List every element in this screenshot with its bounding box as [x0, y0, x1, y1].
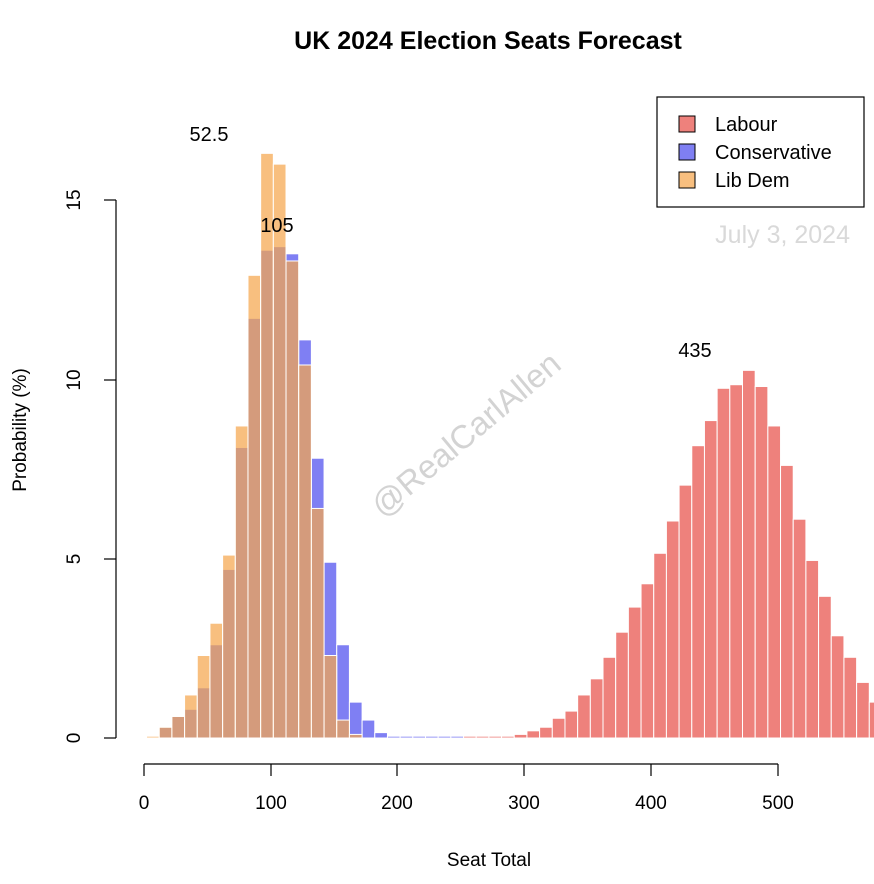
- labour-bar: [602, 656, 617, 739]
- series-labour-bars: [463, 369, 874, 739]
- labour-bar: [577, 694, 591, 739]
- libdem-bar: [260, 152, 274, 739]
- conservative-bar: [399, 735, 414, 739]
- libdem-bar: [336, 719, 350, 739]
- legend-label-labour: Labour: [715, 114, 778, 136]
- labour-bar: [589, 678, 604, 739]
- labour-bar: [627, 606, 642, 739]
- labour-bar: [678, 484, 693, 739]
- libdem-bar: [348, 733, 363, 739]
- legend-swatch-labour: [678, 115, 696, 133]
- legend-swatch-conservative: [678, 143, 696, 161]
- conservative-bar: [412, 735, 427, 739]
- x-tick-label: 300: [508, 793, 540, 814]
- conservative-bar: [425, 735, 439, 739]
- labour-bar: [665, 520, 680, 739]
- labour-bar: [830, 635, 845, 739]
- conservative-peak-label: 105: [260, 215, 293, 237]
- labour-bar: [754, 386, 769, 739]
- labour-bar: [526, 730, 541, 739]
- x-axis-label: Seat Total: [447, 850, 531, 871]
- labour-bar: [868, 701, 874, 739]
- y-tick-label: 10: [64, 369, 85, 390]
- labour-bar: [818, 595, 832, 739]
- libdem-bar: [171, 715, 186, 739]
- labour-bar: [488, 735, 503, 739]
- y-axis-label: Probability (%): [10, 368, 31, 492]
- labour-bar: [564, 710, 579, 739]
- y-tick-label: 15: [64, 189, 85, 210]
- libdem-bar: [310, 507, 325, 739]
- conservative-bar: [348, 701, 363, 739]
- date-annotation: July 3, 2024: [715, 221, 850, 249]
- labour-bar: [475, 735, 490, 739]
- legend-label-conservative: Conservative: [715, 142, 832, 164]
- conservative-bar: [437, 735, 452, 739]
- x-tick-label: 200: [381, 793, 413, 814]
- legend-swatch-libdem: [678, 171, 696, 189]
- labour-bar: [653, 552, 667, 739]
- plot-area: [146, 152, 874, 739]
- conservative-bar: [386, 735, 401, 739]
- libdem-bar: [146, 735, 160, 739]
- watermark-text: @RealCarlAllen: [364, 344, 568, 524]
- conservative-bar: [374, 732, 388, 739]
- labour-peak-label: 435: [678, 340, 711, 362]
- labour-bar: [501, 735, 515, 739]
- x-tick-label: 500: [762, 793, 794, 814]
- y-tick-label: 5: [64, 554, 85, 565]
- labour-bar: [640, 583, 655, 739]
- labour-bar: [792, 518, 807, 739]
- labour-bar: [805, 559, 820, 739]
- labour-bar: [716, 387, 731, 739]
- libdem-bar: [158, 726, 173, 739]
- conservative-bar: [361, 719, 376, 739]
- libdem-bar: [234, 425, 249, 739]
- x-axis: 0 100 200 300 400 500 Seat Total: [139, 763, 794, 871]
- libdem-bar: [209, 622, 224, 739]
- labour-bar: [513, 733, 528, 739]
- labour-bar: [703, 420, 718, 739]
- legend: Labour Conservative Lib Dem: [656, 96, 865, 208]
- y-tick-label: 0: [64, 733, 85, 744]
- x-tick-label: 100: [255, 793, 287, 814]
- libdem-bar: [298, 364, 312, 739]
- labour-bar: [742, 369, 756, 739]
- labour-bar: [843, 656, 858, 739]
- labour-bar: [767, 425, 782, 739]
- y-axis: 0 5 10 15 Probability (%): [10, 189, 117, 744]
- x-tick-label: 400: [635, 793, 667, 814]
- libdem-bar: [285, 260, 300, 739]
- x-tick-label: 0: [139, 793, 150, 814]
- labour-bar: [539, 726, 553, 739]
- libdem-bar: [247, 274, 262, 739]
- labour-bar: [551, 717, 566, 739]
- libdem-bar: [184, 694, 198, 739]
- libdem-bar: [323, 655, 338, 739]
- chart-title: UK 2024 Election Seats Forecast: [294, 27, 682, 55]
- libdem-bar: [196, 655, 211, 739]
- legend-label-libdem: Lib Dem: [715, 170, 789, 192]
- labour-bar: [615, 631, 629, 739]
- libdem-peak-label: 52.5: [190, 124, 229, 146]
- labour-bar: [780, 464, 794, 739]
- labour-bar: [729, 384, 744, 739]
- conservative-bar: [450, 735, 465, 739]
- libdem-bar: [222, 554, 236, 739]
- series-libdem-bars: [146, 152, 363, 739]
- libdem-bar: [272, 163, 287, 739]
- labour-bar: [856, 681, 870, 739]
- labour-bar: [691, 445, 705, 739]
- labour-bar: [463, 735, 477, 739]
